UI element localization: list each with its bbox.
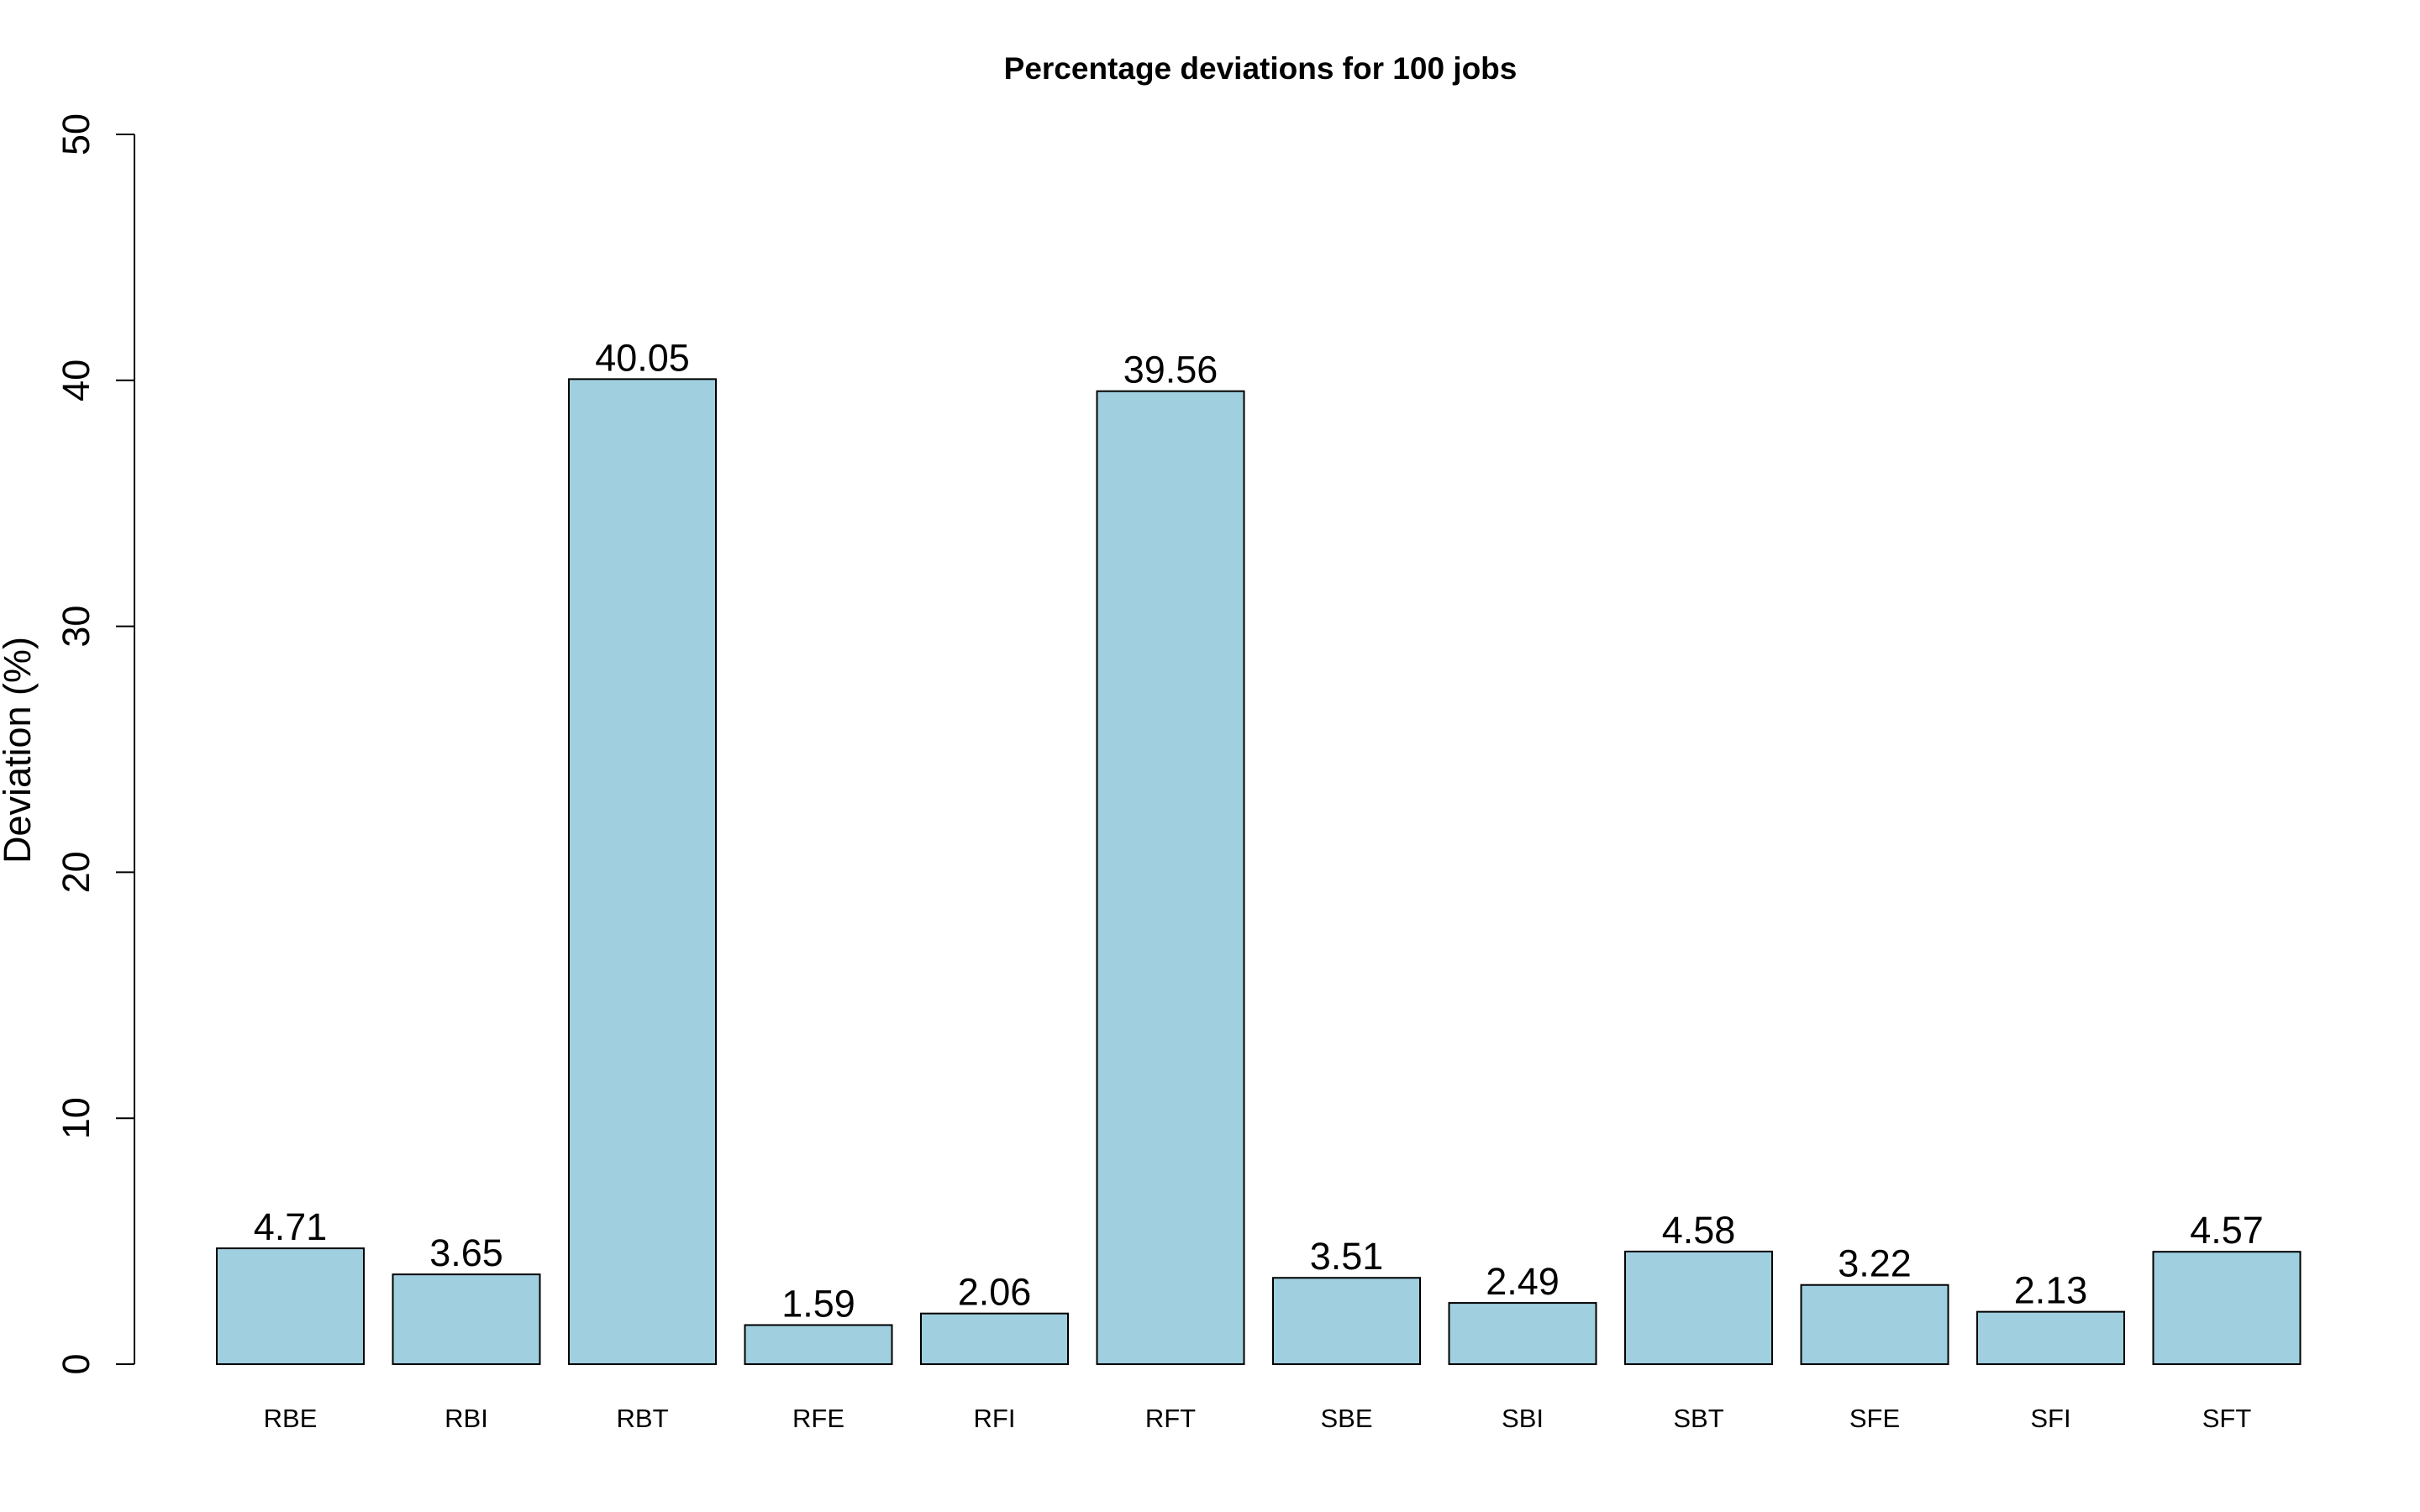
chart-title: Percentage deviations for 100 jobs (1004, 51, 1518, 86)
bar-value-label: 4.57 (2190, 1209, 2264, 1252)
x-axis-labels: RBE RBI RBT RFE RFI RFT SBE SBI SBT SFE SFI SFT (264, 1404, 2252, 1433)
x-tick-label: RFT (1145, 1404, 1196, 1433)
bar-value-label: 39.56 (1123, 349, 1218, 391)
bar (1096, 390, 1245, 1365)
bar (1448, 1302, 1597, 1365)
x-tick-label: RFI (974, 1404, 1016, 1433)
bar-value-label: 40.05 (595, 336, 690, 379)
bar (744, 1324, 893, 1366)
bar (216, 1247, 365, 1365)
bar-value-labels: 4.71 3.65 40.05 1.59 2.06 39.56 3.51 2.49 4.58 3.… (254, 336, 2264, 1325)
bar (392, 1273, 541, 1366)
y-tick-label: 50 (55, 113, 97, 155)
bar (920, 1312, 1069, 1366)
bar-value-label: 3.65 (429, 1231, 503, 1274)
x-tick-label: SBT (1673, 1404, 1723, 1433)
bar (1272, 1277, 1421, 1365)
bar (1800, 1284, 1949, 1365)
bar (2152, 1251, 2302, 1366)
x-tick-label: RBE (264, 1404, 318, 1433)
y-tick-label: 20 (55, 851, 97, 893)
x-tick-label: RFE (792, 1404, 844, 1433)
x-tick-label: RBI (445, 1404, 488, 1433)
bars (216, 378, 2302, 1366)
bar (1976, 1310, 2125, 1365)
bar-value-label: 2.13 (2014, 1269, 2088, 1312)
x-tick-label: SFT (2202, 1404, 2252, 1433)
y-tick-label: 30 (55, 606, 97, 648)
bar (568, 378, 717, 1365)
bar-value-label: 2.06 (958, 1271, 1032, 1314)
bar-value-label: 4.58 (1662, 1209, 1736, 1252)
x-tick-label: SFI (2030, 1404, 2070, 1433)
bar-value-label: 2.49 (1486, 1260, 1560, 1303)
bar-value-label: 3.22 (1838, 1242, 1912, 1285)
y-axis-label: Deviation (%) (0, 637, 39, 864)
y-tick-label: 40 (55, 360, 97, 402)
bar-value-label: 3.51 (1310, 1235, 1384, 1278)
x-tick-label: RBT (617, 1404, 669, 1433)
y-axis: 0 10 20 30 40 50 (55, 113, 135, 1375)
bar-value-label: 4.71 (254, 1205, 328, 1248)
bar (1624, 1250, 1773, 1365)
x-tick-label: SBI (1502, 1404, 1544, 1433)
x-tick-label: SBE (1320, 1404, 1372, 1433)
x-tick-label: SFE (1849, 1404, 1900, 1433)
y-tick-label: 0 (55, 1353, 97, 1374)
y-tick-label: 10 (55, 1097, 97, 1139)
bar-value-label: 1.59 (781, 1282, 855, 1325)
